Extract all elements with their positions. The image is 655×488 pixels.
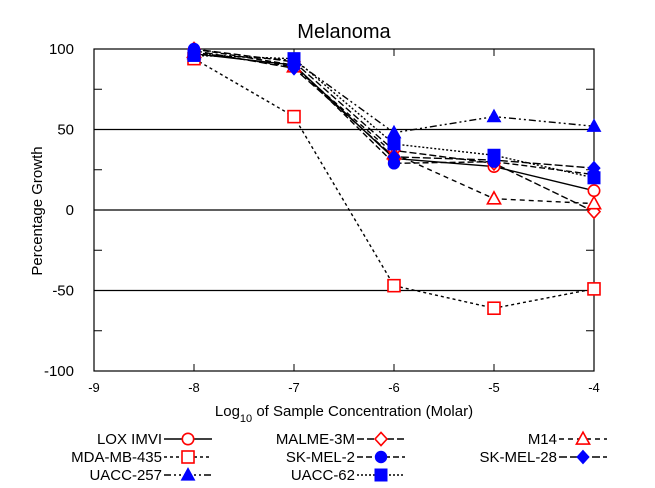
- y-tick-label: 50: [57, 122, 74, 139]
- series-line-uacc-257: [193, 53, 595, 134]
- legend-item-uacc-62: UACC-62: [291, 467, 405, 484]
- legend-label: M14: [528, 431, 557, 448]
- legend-item-malme-3m: MALME-3M: [276, 431, 405, 448]
- data-point-mda-mb-435: [587, 282, 601, 296]
- x-tick-label: -8: [188, 380, 200, 395]
- legend-marker: [374, 468, 388, 482]
- x-tick-label: -9: [88, 380, 100, 395]
- x-tick-label: -4: [588, 380, 600, 395]
- y-axis-ticks: -100 -50 0 50 100: [44, 41, 594, 380]
- legend-marker: [576, 449, 590, 465]
- series-line-mda-mb-435: [193, 58, 595, 309]
- data-point-m14: [586, 194, 602, 210]
- legend-label: SK-MEL-28: [479, 449, 557, 466]
- x-axis-label-prefix: Log: [215, 403, 240, 420]
- x-tick-label: -6: [388, 380, 400, 395]
- y-tick-label: 100: [49, 41, 74, 58]
- series-lines: [193, 48, 595, 309]
- legend-label: UACC-257: [89, 467, 162, 484]
- legend-label: MALME-3M: [276, 431, 355, 448]
- chart-title: Melanoma: [297, 21, 391, 43]
- legend-item-uacc-257: UACC-257: [89, 467, 212, 484]
- x-tick-label: -7: [288, 380, 300, 395]
- y-tick-label: -50: [52, 283, 74, 300]
- data-point-mda-mb-435: [387, 278, 401, 293]
- x-axis-label: Log10 of Sample Concentration (Molar): [215, 403, 473, 425]
- legend-label: MDA-MB-435: [71, 449, 162, 466]
- legend-item-m14: M14: [528, 430, 607, 448]
- series-markers: [186, 41, 602, 316]
- data-point-uacc-257: [386, 124, 402, 139]
- legend-marker: [373, 431, 389, 447]
- legend-item-lox-imvi: LOX IMVI: [97, 431, 212, 448]
- legend-marker: [180, 467, 196, 481]
- legend-item-sk-mel-2: SK-MEL-2: [286, 449, 405, 466]
- data-point-uacc-62: [387, 137, 401, 151]
- series-line-lox-imvi: [193, 53, 595, 192]
- data-point-uacc-62: [587, 171, 601, 185]
- data-point-lox-imvi: [587, 184, 601, 198]
- reference-lines: [94, 128, 594, 292]
- legend-marker: [374, 450, 388, 464]
- legend-item-sk-mel-28: SK-MEL-28: [479, 449, 607, 466]
- x-tick-label: -5: [488, 380, 500, 395]
- data-point-uacc-62: [287, 52, 301, 66]
- data-point-sk-mel-28: [387, 149, 401, 165]
- data-point-mda-mb-435: [487, 301, 501, 316]
- legend-label: LOX IMVI: [97, 431, 162, 448]
- legend-marker: [181, 450, 195, 464]
- data-point-uacc-62: [187, 48, 201, 62]
- legend-marker: [575, 430, 591, 445]
- legend-marker: [181, 432, 195, 446]
- y-axis-label: Percentage Growth: [29, 146, 46, 275]
- data-point-mda-mb-435: [287, 109, 301, 124]
- data-point-m14: [486, 190, 502, 205]
- data-point-uacc-62: [487, 148, 501, 162]
- x-axis-label-suffix: of Sample Concentration (Molar): [252, 403, 473, 420]
- legend-label: SK-MEL-2: [286, 449, 355, 466]
- data-point-uacc-257: [486, 108, 502, 123]
- y-tick-label: -100: [44, 363, 74, 380]
- legend-item-mda-mb-435: MDA-MB-435: [71, 449, 212, 466]
- x-axis-ticks: -9 -8 -7 -6 -5 -4: [88, 49, 600, 395]
- x-axis-label-subscript: 10: [240, 413, 252, 425]
- legend-label: UACC-62: [291, 467, 355, 484]
- series-line-sk-mel-2: [193, 48, 595, 176]
- legend: LOX IMVI MALME-3M M14 MDA-MB-435 SK-MEL-2 SK-…: [71, 430, 607, 484]
- data-point-uacc-257: [586, 118, 602, 132]
- y-tick-label: 0: [66, 202, 74, 219]
